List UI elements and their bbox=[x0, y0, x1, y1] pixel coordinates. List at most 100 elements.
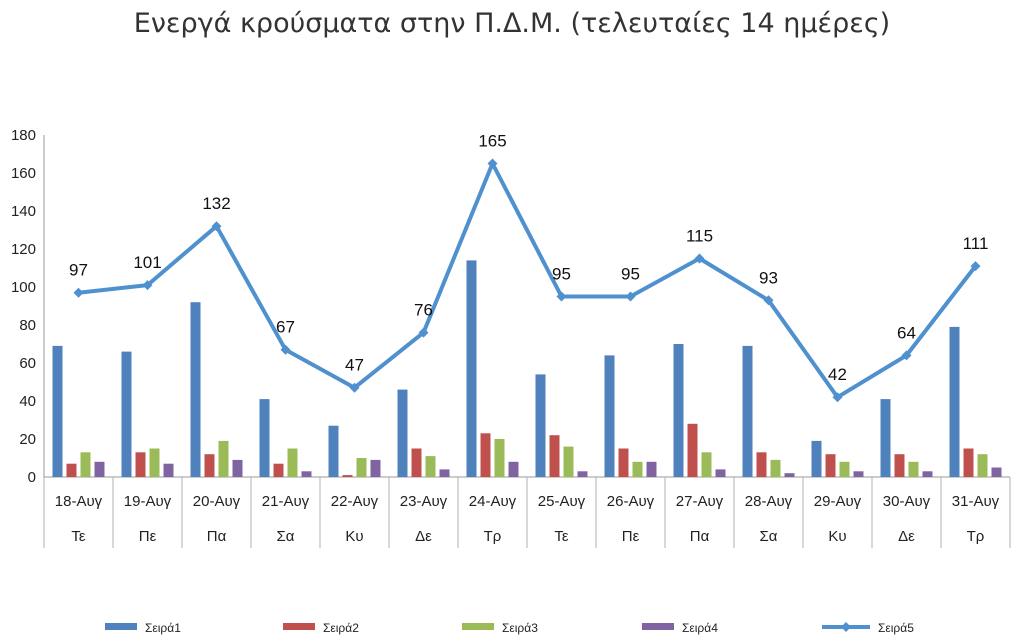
x-tick-label: 22-Αυγ bbox=[331, 493, 379, 510]
bar-Σειρά2 bbox=[411, 448, 422, 477]
line-point-marker bbox=[556, 291, 567, 302]
x-tick-label: 26-Αυγ bbox=[607, 493, 655, 510]
bar-Σειρά3 bbox=[770, 459, 781, 477]
legend-swatch bbox=[462, 623, 494, 630]
bar-Σειρά1 bbox=[121, 351, 132, 477]
x-tick-label: 25-Αυγ bbox=[538, 493, 586, 510]
bar-Σειρά4 bbox=[646, 461, 657, 477]
bar-Σειρά4 bbox=[370, 459, 381, 477]
x-tick-label: 23-Αυγ bbox=[400, 493, 448, 510]
data-label: 67 bbox=[276, 318, 295, 337]
bar-Σειρά1 bbox=[604, 355, 615, 477]
data-label: 115 bbox=[686, 227, 713, 246]
legend-swatch bbox=[105, 623, 137, 630]
line-point-marker bbox=[211, 221, 222, 232]
line-point-marker bbox=[970, 261, 981, 272]
bar-Σειρά3 bbox=[839, 461, 850, 477]
bar-Σειρά4 bbox=[301, 471, 312, 477]
bar-Σειρά1 bbox=[466, 260, 477, 477]
bar-Σειρά2 bbox=[618, 448, 629, 477]
data-label: 42 bbox=[828, 365, 847, 384]
line-point-marker bbox=[418, 327, 429, 338]
bar-Σειρά4 bbox=[922, 471, 933, 477]
data-label: 47 bbox=[345, 356, 364, 375]
bar-Σειρά4 bbox=[577, 471, 588, 477]
x-tick-day-label: Πε bbox=[622, 528, 640, 545]
x-tick-day-label: Σα bbox=[277, 528, 295, 545]
x-tick-day-label: Πε bbox=[139, 528, 157, 545]
legend-label: Σειρά4 bbox=[682, 621, 718, 635]
data-label: 95 bbox=[621, 265, 640, 284]
legend-label: Σειρά5 bbox=[878, 621, 914, 635]
y-tick-label: 40 bbox=[19, 393, 36, 410]
bar-Σειρά2 bbox=[963, 448, 974, 477]
y-tick-label: 120 bbox=[11, 241, 36, 258]
bar-Σειρά4 bbox=[715, 469, 726, 477]
bar-Σειρά4 bbox=[439, 469, 450, 477]
x-tick-day-label: Τε bbox=[554, 528, 569, 545]
line-point-marker bbox=[763, 295, 774, 306]
bar-Σειρά4 bbox=[508, 461, 519, 477]
x-tick-day-label: Δε bbox=[415, 528, 432, 545]
line-point-marker bbox=[901, 350, 912, 361]
bar-Σειρά1 bbox=[742, 345, 753, 477]
data-label: 101 bbox=[133, 253, 161, 272]
bar-Σειρά4 bbox=[94, 461, 105, 477]
x-tick-label: 28-Αυγ bbox=[745, 493, 793, 510]
data-label: 64 bbox=[897, 323, 916, 342]
bar-Σειρά1 bbox=[52, 345, 63, 477]
x-tick-label: 29-Αυγ bbox=[814, 493, 862, 510]
data-label: 132 bbox=[202, 194, 230, 213]
y-tick-label: 20 bbox=[19, 431, 36, 448]
line-point-marker bbox=[142, 280, 153, 291]
bar-Σειρά3 bbox=[977, 454, 988, 477]
line-point-marker bbox=[280, 344, 291, 355]
line-point-marker bbox=[832, 392, 843, 403]
legend-marker bbox=[841, 622, 851, 632]
x-tick-label: 19-Αυγ bbox=[124, 493, 172, 510]
data-label: 76 bbox=[414, 301, 433, 320]
legend-label: Σειρά2 bbox=[323, 621, 359, 635]
bar-Σειρά3 bbox=[701, 452, 712, 477]
x-tick-day-label: Τρ bbox=[967, 528, 985, 545]
bar-Σειρά3 bbox=[149, 448, 160, 477]
x-tick-label: 27-Αυγ bbox=[676, 493, 724, 510]
x-tick-label: 24-Αυγ bbox=[469, 493, 517, 510]
bar-Σειρά2 bbox=[687, 423, 698, 477]
x-tick-label: 31-Αυγ bbox=[952, 493, 1000, 510]
bar-Σειρά1 bbox=[535, 374, 546, 477]
line-point-marker bbox=[487, 158, 498, 169]
bar-Σειρά3 bbox=[218, 440, 229, 477]
y-tick-label: 100 bbox=[11, 279, 36, 296]
x-tick-day-label: Τε bbox=[71, 528, 86, 545]
bar-Σειρά1 bbox=[673, 344, 684, 477]
bar-Σειρά3 bbox=[494, 439, 505, 477]
y-tick-label: 140 bbox=[11, 203, 36, 220]
bar-Σειρά4 bbox=[853, 471, 864, 477]
bar-Σειρά4 bbox=[163, 463, 174, 477]
bar-Σειρά2 bbox=[135, 452, 146, 477]
x-tick-day-label: Σα bbox=[760, 528, 778, 545]
bar-Σειρά3 bbox=[563, 446, 574, 477]
x-tick-day-label: Τρ bbox=[484, 528, 502, 545]
bar-Σειρά2 bbox=[204, 454, 215, 477]
bar-Σειρά1 bbox=[880, 399, 891, 477]
data-label: 95 bbox=[552, 265, 571, 284]
y-tick-label: 160 bbox=[11, 165, 36, 182]
bar-Σειρά2 bbox=[549, 435, 560, 477]
data-label: 93 bbox=[759, 268, 778, 287]
chart-title: Ενεργά κρούσματα στην Π.Δ.Μ. (τελευταίες… bbox=[133, 8, 891, 39]
bar-Σειρά3 bbox=[908, 461, 919, 477]
bar-Σειρά3 bbox=[632, 461, 643, 477]
data-label: 97 bbox=[69, 261, 88, 280]
bar-Σειρά2 bbox=[756, 452, 767, 477]
bar-Σειρά1 bbox=[811, 440, 822, 477]
line-point-marker bbox=[625, 291, 636, 302]
line-point-marker bbox=[694, 253, 705, 264]
bar-Σειρά1 bbox=[949, 326, 960, 477]
bar-Σειρά2 bbox=[480, 433, 491, 477]
bar-Σειρά4 bbox=[232, 459, 243, 477]
bar-Σειρά3 bbox=[287, 448, 298, 477]
y-tick-label: 60 bbox=[19, 355, 36, 372]
